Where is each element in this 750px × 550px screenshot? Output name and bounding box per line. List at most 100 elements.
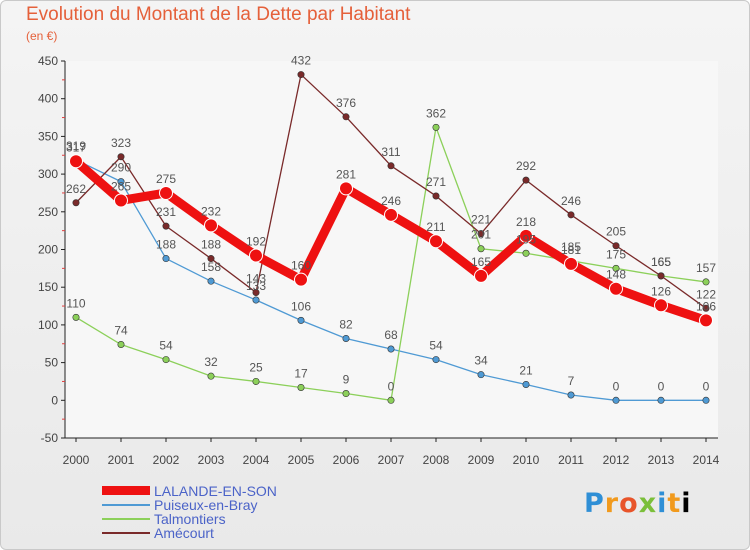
data-label-talmontiers: 165 [651, 255, 671, 269]
data-label-lalande-en-son: 275 [156, 172, 176, 186]
data-point-puiseux-en-bray [387, 345, 395, 353]
data-label-am-court: 292 [516, 159, 536, 173]
data-point-am-court [342, 113, 350, 121]
data-label-talmontiers: 54 [159, 339, 173, 353]
data-label-lalande-en-son: 126 [651, 284, 671, 298]
proxiti-logo: Proxiti [584, 488, 692, 519]
data-label-am-court: 271 [426, 175, 446, 189]
data-point-puiseux-en-bray [477, 371, 485, 379]
legend-item: Puiseux-en-Bray [102, 497, 362, 513]
data-label-lalande-en-son: 281 [336, 167, 356, 181]
x-tick-label: 2006 [333, 453, 360, 467]
data-label-puiseux-en-bray: 34 [474, 354, 488, 368]
x-tick-label: 2011 [558, 453, 584, 467]
legend-swatch [102, 532, 150, 534]
data-point-lalande-en-son [69, 154, 83, 169]
data-label-puiseux-en-bray: 290 [111, 161, 131, 175]
x-tick-label: 2005 [288, 453, 315, 467]
data-point-puiseux-en-bray [252, 296, 260, 304]
data-label-lalande-en-son: 265 [111, 179, 131, 193]
x-tick-label: 2014 [693, 453, 720, 467]
data-point-talmontiers [207, 372, 215, 380]
data-point-puiseux-en-bray [432, 356, 440, 364]
data-label-puiseux-en-bray: 0 [613, 379, 620, 393]
legend-label: LALANDE-EN-SON [154, 483, 277, 499]
data-point-talmontiers [72, 313, 80, 321]
x-tick-label: 2009 [468, 453, 495, 467]
data-label-puiseux-en-bray: 319 [66, 139, 86, 153]
y-tick-label: 300 [38, 167, 58, 181]
legend-item: Amécourt [102, 525, 362, 541]
data-point-am-court [252, 288, 260, 296]
data-label-puiseux-en-bray: 0 [703, 379, 710, 393]
data-point-talmontiers [612, 264, 620, 272]
y-tick-label: 450 [38, 54, 58, 68]
data-point-am-court [567, 211, 575, 219]
x-tick-label: 2007 [378, 453, 405, 467]
chart-title: Evolution du Montant de la Dette par Hab… [26, 4, 411, 25]
data-label-talmontiers: 0 [388, 379, 395, 393]
data-point-puiseux-en-bray [342, 334, 350, 342]
legend-swatch [102, 518, 150, 520]
data-point-lalande-en-son [384, 207, 398, 222]
data-point-am-court [477, 230, 485, 238]
x-tick-label: 2002 [153, 453, 180, 467]
chart-unit: (en €) [26, 29, 58, 43]
data-point-puiseux-en-bray [117, 178, 125, 186]
legend-swatch [102, 504, 150, 506]
data-point-am-court [522, 176, 530, 184]
data-point-lalande-en-son [249, 248, 263, 263]
data-point-lalande-en-son [429, 234, 443, 249]
data-point-talmontiers [387, 396, 395, 404]
data-label-am-court: 188 [201, 238, 221, 252]
data-label-talmontiers: 175 [606, 247, 626, 261]
data-point-puiseux-en-bray [567, 391, 575, 399]
data-label-am-court: 231 [156, 205, 176, 219]
data-label-talmontiers: 362 [426, 106, 446, 120]
data-point-am-court [702, 304, 710, 312]
data-label-am-court: 376 [336, 96, 356, 110]
legend-swatch [102, 486, 150, 495]
data-label-talmontiers: 201 [471, 228, 491, 242]
data-label-talmontiers: 157 [696, 261, 716, 275]
x-tick-label: 2008 [423, 453, 450, 467]
data-label-puiseux-en-bray: 188 [156, 238, 176, 252]
x-tick-label: 2010 [513, 453, 540, 467]
data-label-puiseux-en-bray: 158 [201, 260, 221, 274]
data-label-am-court: 311 [381, 145, 400, 159]
data-point-am-court [162, 222, 170, 230]
data-point-lalande-en-son [609, 281, 623, 296]
y-tick-label: 50 [45, 356, 59, 370]
data-point-talmontiers [117, 341, 125, 349]
legend-item: LALANDE-EN-SON [102, 483, 362, 499]
y-tick-label: 400 [38, 92, 58, 106]
data-point-puiseux-en-bray [207, 277, 215, 285]
data-label-lalande-en-son: 317 [66, 140, 86, 154]
data-label-lalande-en-son: 232 [201, 204, 221, 218]
data-label-talmontiers: 110 [66, 296, 85, 310]
y-tick-label: 350 [38, 129, 58, 143]
data-point-lalande-en-son [204, 218, 218, 233]
chart-legend: LALANDE-EN-SON Puiseux-en-Bray Talmontiers… [102, 483, 362, 541]
data-point-puiseux-en-bray [612, 396, 620, 404]
data-label-puiseux-en-bray: 54 [429, 339, 443, 353]
data-point-lalande-en-son [159, 185, 173, 200]
data-label-talmontiers: 25 [249, 360, 263, 374]
data-point-puiseux-en-bray [702, 396, 710, 404]
data-point-talmontiers [162, 356, 170, 364]
data-label-am-court: 122 [696, 287, 716, 301]
data-label-am-court: 432 [291, 54, 311, 68]
x-tick-label: 2012 [603, 453, 630, 467]
data-label-puiseux-en-bray: 133 [246, 279, 266, 293]
data-label-talmontiers: 185 [561, 240, 581, 254]
data-label-lalande-en-son: 106 [696, 299, 716, 313]
data-point-puiseux-en-bray [162, 255, 170, 263]
x-tick-label: 2000 [63, 453, 90, 467]
data-point-am-court [72, 199, 80, 207]
data-label-puiseux-en-bray: 106 [291, 299, 311, 313]
x-tick-label: 2004 [243, 453, 270, 467]
data-label-lalande-en-son: 165 [471, 255, 491, 269]
legend-label: Puiseux-en-Bray [154, 497, 258, 513]
data-point-lalande-en-son [654, 298, 668, 313]
